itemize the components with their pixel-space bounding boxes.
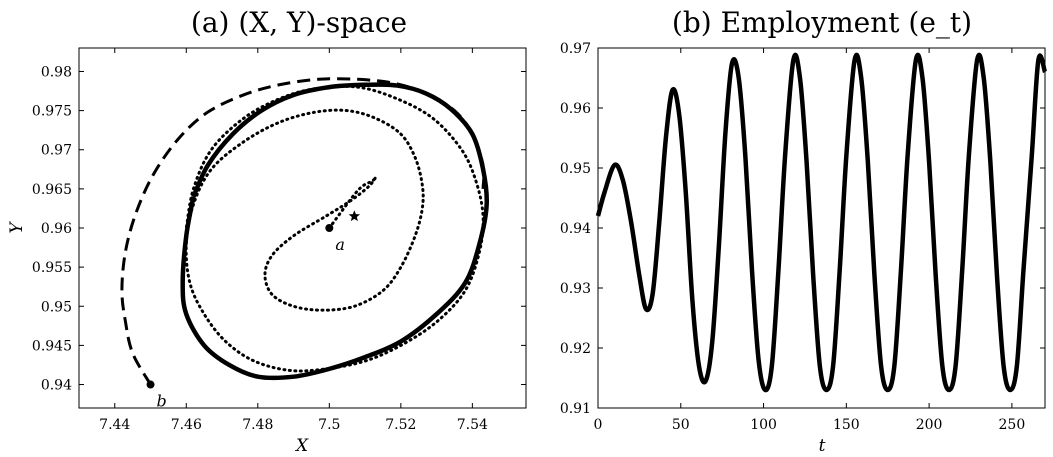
y-tick-label: 0.91 <box>560 401 591 417</box>
y-tick-label: 0.95 <box>41 299 72 315</box>
y-tick-label: 0.965 <box>32 182 72 198</box>
series-solid-line <box>180 82 490 381</box>
y-tick-label: 0.97 <box>41 143 72 159</box>
x-tick-label: 7.5 <box>318 417 340 433</box>
series-dashed-line <box>120 77 486 386</box>
panel-a-y-ticks: 0.94 0.945 0.95 0.955 0.96 0.965 0.97 0.975 0.98 <box>32 64 526 394</box>
y-tick-label: 0.955 <box>32 260 72 276</box>
x-tick-label: 7.54 <box>457 417 488 433</box>
panel-b-frame <box>597 47 1046 409</box>
panel-b-series <box>595 52 1048 393</box>
marker-a-dot <box>325 224 334 232</box>
panel-a-frame <box>78 47 527 409</box>
marker-a-label: a <box>335 235 345 254</box>
panel-a-series <box>120 77 490 386</box>
panel-a-y-label: Y <box>7 221 27 234</box>
marker-b-label: b <box>157 392 167 411</box>
y-tick-label: 0.98 <box>41 64 72 80</box>
series-solid-line <box>595 52 1048 393</box>
y-tick-label: 0.94 <box>560 221 591 237</box>
x-tick-label: 100 <box>750 417 777 433</box>
y-tick-label: 0.975 <box>32 104 72 120</box>
y-tick-label: 0.96 <box>41 221 72 237</box>
panel-a-x-label: X <box>294 436 309 456</box>
y-tick-label: 0.94 <box>41 378 72 394</box>
x-tick-label: 50 <box>672 417 690 433</box>
x-tick-label: 7.44 <box>99 417 130 433</box>
y-tick-label: 0.95 <box>560 161 591 177</box>
series-dotted-line <box>184 84 485 373</box>
panel-b-title: (b) Employment (e_t) <box>672 6 972 39</box>
panel-a: (a) (X, Y)-space 7.44 7.46 7.48 7.5 7.52 7.54… <box>7 6 527 456</box>
panel-b-x-ticks: 0 50 100 150 200 250 <box>594 48 1026 433</box>
x-tick-label: 200 <box>916 417 943 433</box>
y-tick-label: 0.945 <box>32 338 72 354</box>
x-tick-label: 7.48 <box>242 417 273 433</box>
y-tick-label: 0.93 <box>560 281 591 297</box>
panel-a-markers: ab <box>146 210 361 411</box>
x-tick-label: 0 <box>594 417 603 433</box>
y-tick-label: 0.96 <box>560 101 591 117</box>
y-tick-label: 0.97 <box>560 41 591 57</box>
panel-b-y-ticks: 0.91 0.92 0.93 0.94 0.95 0.96 0.97 <box>560 41 1045 417</box>
x-tick-label: 150 <box>833 417 860 433</box>
panel-b: (b) Employment (e_t) 0 50 100 150 200 250 0.9… <box>560 6 1048 456</box>
panel-b-x-label: t <box>819 436 826 456</box>
x-tick-label: 7.46 <box>171 417 202 433</box>
x-tick-label: 7.52 <box>385 417 416 433</box>
steady-state-star-icon <box>348 210 361 222</box>
panel-a-x-ticks: 7.44 7.46 7.48 7.5 7.52 7.54 <box>99 48 488 433</box>
x-tick-label: 250 <box>999 417 1026 433</box>
marker-b-dot <box>146 380 155 389</box>
y-tick-label: 0.92 <box>560 341 591 357</box>
panel-a-title: (a) (X, Y)-space <box>191 6 407 39</box>
